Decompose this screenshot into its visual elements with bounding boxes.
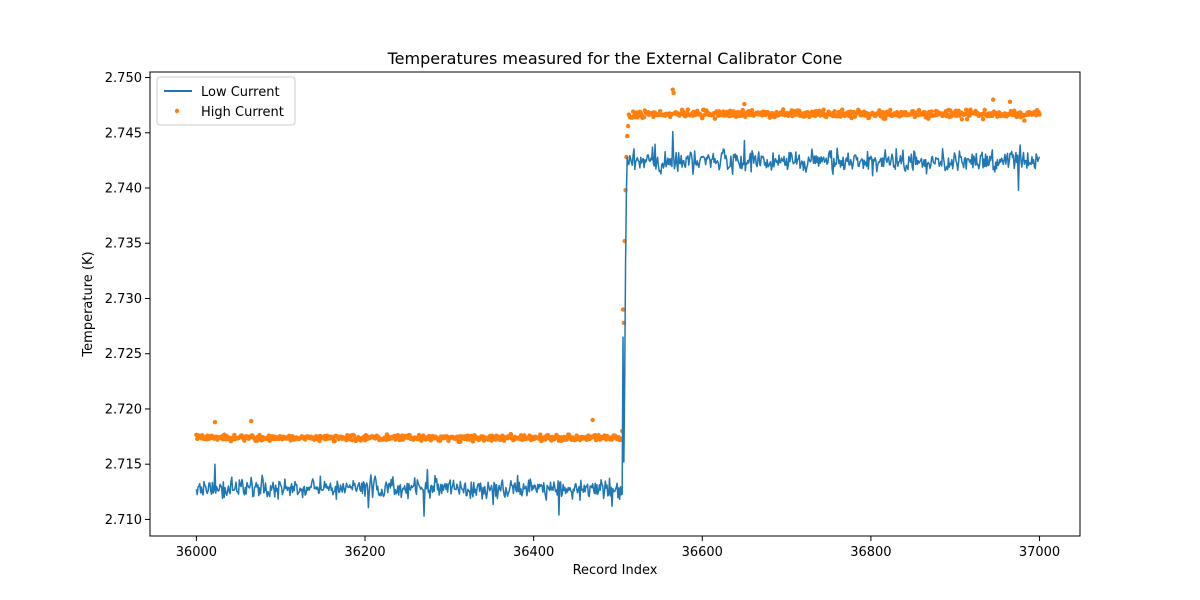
high-current-point [807, 114, 812, 120]
high-current-point [929, 109, 934, 114]
low-current-line [195, 130, 1041, 517]
high-current-point [700, 115, 705, 121]
high-current-point [317, 438, 322, 444]
high-current-point [821, 107, 826, 112]
high-current-point [716, 109, 722, 114]
high-current-point [625, 133, 630, 139]
legend: Low Current High Current [156, 76, 296, 126]
x-tick-label: 36000 [176, 545, 217, 560]
high-current-point [332, 438, 337, 444]
high-current-point [248, 418, 254, 424]
high-current-point [888, 107, 893, 113]
y-tick-label: 2.725 [105, 347, 142, 362]
y-tick-label: 2.740 [105, 182, 142, 197]
legend-label-low-current: Low Current [201, 85, 280, 100]
high-current-point [592, 433, 598, 438]
y-tick-label: 2.710 [105, 513, 142, 528]
legend-marker-swatch [174, 108, 180, 114]
high-current-point [670, 87, 675, 92]
y-tick-label: 2.715 [105, 458, 142, 473]
high-current-point [964, 117, 970, 122]
y-tick-label: 2.730 [105, 292, 142, 307]
high-current-point [742, 101, 747, 107]
y-tick-label: 2.735 [105, 237, 142, 252]
x-axis-label: Record Index [573, 563, 658, 578]
x-tick-label: 36200 [344, 545, 385, 560]
high-current-point [840, 107, 845, 112]
plot-frame [149, 71, 1081, 537]
x-axis: 36000 36200 36400 36600 36800 37000 [176, 536, 1060, 560]
high-current-point [990, 97, 996, 102]
high-current-point [749, 108, 755, 113]
x-tick-label: 37000 [1019, 545, 1060, 560]
high-current-point [1007, 99, 1013, 105]
high-current-point [781, 107, 786, 112]
y-tick-label: 2.750 [105, 71, 142, 86]
x-tick-label: 36600 [682, 545, 723, 560]
high-current-point [849, 115, 854, 121]
high-current-point [522, 433, 527, 438]
high-current-point [257, 432, 262, 438]
high-current-point [470, 439, 476, 444]
chart-title: Temperatures measured for the External C… [387, 49, 843, 68]
high-current-point [877, 108, 882, 113]
y-axis: 2.710 2.715 2.720 2.725 2.730 2.735 2.740 2.745… [105, 71, 150, 528]
high-current-point [959, 117, 965, 122]
legend-label-high-current: High Current [201, 105, 284, 120]
y-axis-label: Temperature (K) [81, 251, 96, 357]
high-current-point [543, 437, 548, 442]
high-current-point [508, 431, 514, 437]
high-current-point [590, 417, 595, 423]
high-current-point [712, 116, 718, 121]
high-current-point [212, 420, 218, 425]
series-layer [194, 87, 1042, 517]
high-current-point [671, 90, 676, 96]
high-current-point [1037, 112, 1042, 117]
x-tick-label: 36800 [850, 545, 891, 560]
high-current-point [817, 108, 822, 114]
high-current-point [538, 432, 543, 437]
high-current-point [832, 109, 837, 114]
high-current-point [625, 123, 631, 129]
plot-area [194, 87, 1042, 517]
high-current-point [982, 107, 987, 113]
high-current-point [695, 108, 700, 114]
y-tick-label: 2.720 [105, 402, 142, 417]
high-current-point [963, 112, 968, 117]
high-current-point [458, 439, 463, 445]
high-current-point [990, 113, 995, 119]
high-current-point [685, 107, 691, 112]
high-current-point [254, 438, 260, 443]
high-current-point [740, 107, 745, 113]
high-current-point [1022, 118, 1027, 123]
high-current-point [620, 307, 626, 312]
x-tick-label: 36400 [513, 545, 554, 560]
high-current-point [641, 115, 647, 120]
high-current-point [344, 438, 349, 443]
y-tick-label: 2.745 [105, 126, 142, 141]
legend-box [156, 76, 296, 126]
high-current-point [980, 116, 986, 122]
high-current-point [681, 109, 686, 115]
high-current-point [630, 109, 636, 114]
